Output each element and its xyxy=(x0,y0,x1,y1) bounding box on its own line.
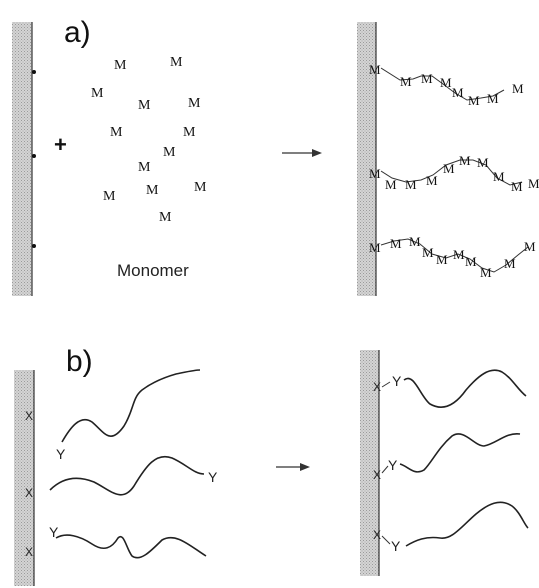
monomer-caption: Monomer xyxy=(117,261,189,280)
monomer: M xyxy=(468,93,480,108)
grown-chain-3: M M M M M M M M M M xyxy=(369,234,536,280)
monomer: M xyxy=(138,160,151,175)
monomer: M xyxy=(436,252,448,267)
surface-group-x: X xyxy=(373,528,381,542)
grafted-chain-3: X Y xyxy=(373,501,529,554)
initiator-dot xyxy=(32,244,36,248)
monomer: M xyxy=(465,254,477,269)
surface-group-x: X xyxy=(25,486,33,500)
monomer: M xyxy=(385,177,397,192)
grown-chain-2: M M M M M M M M M M xyxy=(369,153,539,194)
monomer: M xyxy=(188,96,201,111)
monomer: M xyxy=(163,145,176,160)
monomer: M xyxy=(369,62,381,77)
surface-group-x: X xyxy=(25,409,33,423)
monomer: M xyxy=(409,234,421,249)
free-chain-2: Y xyxy=(49,455,218,496)
chain-end-y: Y xyxy=(388,457,398,473)
monomer: M xyxy=(452,85,464,100)
surface-b-left: X X X xyxy=(14,370,35,586)
reaction-arrow-a xyxy=(282,149,322,157)
monomer: M xyxy=(426,173,438,188)
monomer-cloud: M M M M M M M M M M M M M xyxy=(91,55,207,225)
monomer: M xyxy=(183,125,196,140)
initiator-dot xyxy=(32,70,36,74)
panel-b-label: b) xyxy=(66,345,93,378)
chain-end-y: Y xyxy=(392,373,402,389)
panel-a: a) + M M M M M M M M M M M M M Monomer xyxy=(12,16,539,296)
free-chain-1: Y xyxy=(56,369,201,462)
monomer: M xyxy=(422,245,434,260)
monomer: M xyxy=(194,180,207,195)
monomer: M xyxy=(405,177,417,192)
surface-group-x: X xyxy=(373,468,381,482)
monomer: M xyxy=(512,81,524,96)
monomer: M xyxy=(369,240,381,255)
monomer: M xyxy=(493,169,505,184)
monomer: M xyxy=(114,58,127,73)
monomer: M xyxy=(504,256,516,271)
monomer: M xyxy=(146,183,159,198)
monomer: M xyxy=(487,91,499,106)
grafted-chain-1: X Y xyxy=(373,369,527,408)
monomer: M xyxy=(170,55,183,70)
monomer: M xyxy=(369,166,381,181)
surface-group-x: X xyxy=(373,380,381,394)
grown-chain-1: M M M M M M M M xyxy=(369,62,524,108)
plus-sign: + xyxy=(54,132,67,157)
surface-group-x: X xyxy=(25,545,33,559)
monomer: M xyxy=(511,179,523,194)
monomer: M xyxy=(400,74,412,89)
surface-a-left xyxy=(12,22,36,296)
monomer: M xyxy=(528,176,539,191)
surface-b-right xyxy=(360,350,380,576)
monomer: M xyxy=(443,161,455,176)
monomer: M xyxy=(138,98,151,113)
chain-end-y: Y xyxy=(391,538,401,554)
panel-a-label: a) xyxy=(64,16,91,49)
monomer: M xyxy=(459,153,471,168)
monomer: M xyxy=(453,247,465,262)
reaction-arrow-b xyxy=(276,463,310,471)
monomer: M xyxy=(477,155,489,170)
initiator-dot xyxy=(32,154,36,158)
panel-b: b) X X X Y Y Y xyxy=(14,345,529,586)
monomer: M xyxy=(390,236,402,251)
surface-a-right xyxy=(357,22,377,296)
monomer: M xyxy=(524,239,536,254)
monomer: M xyxy=(159,210,172,225)
monomer: M xyxy=(421,71,433,86)
monomer: M xyxy=(103,189,116,204)
monomer: M xyxy=(91,86,104,101)
monomer: M xyxy=(440,75,452,90)
monomer: M xyxy=(480,265,492,280)
chain-end-y: Y xyxy=(49,524,59,540)
free-chain-3: Y xyxy=(49,524,207,559)
chain-end-y: Y xyxy=(56,446,66,462)
grafted-chain-2: X Y xyxy=(373,433,521,482)
chain-end-y: Y xyxy=(208,469,218,485)
monomer: M xyxy=(110,125,123,140)
